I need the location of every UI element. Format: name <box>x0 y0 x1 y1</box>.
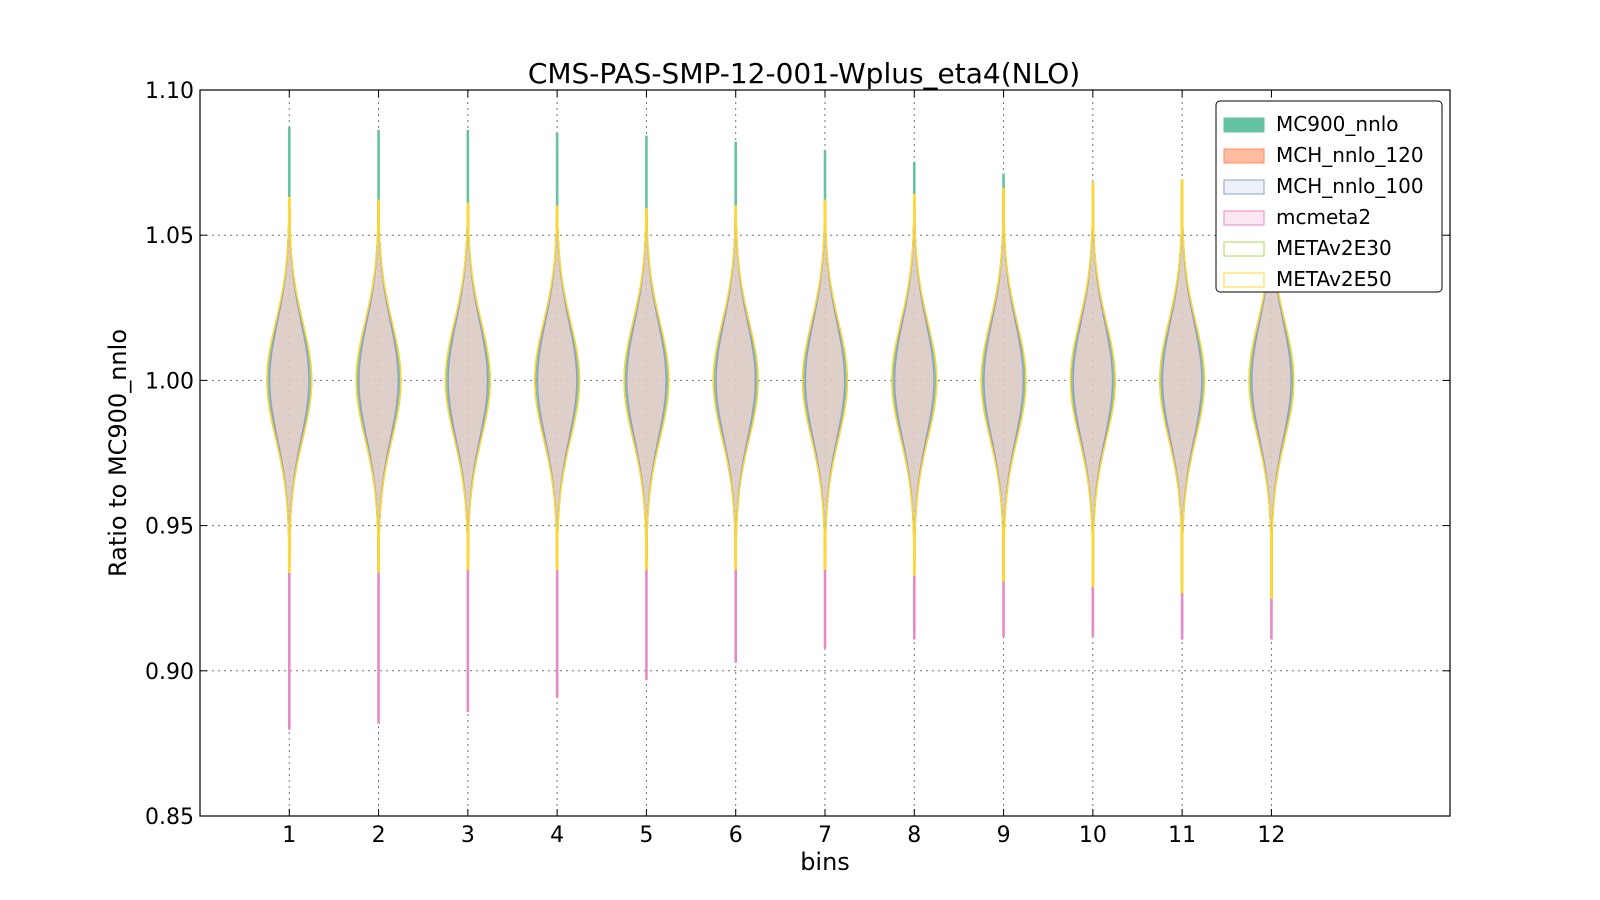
violin-METAv2E50-bin-10 <box>1069 182 1116 588</box>
y-tick-label: 0.90 <box>145 660 194 685</box>
x-axis-title: bins <box>800 848 850 876</box>
x-tick-label: 12 <box>1257 823 1285 848</box>
legend-label-METAv2E50: METAv2E50 <box>1276 267 1392 291</box>
x-tick-label: 6 <box>729 823 743 848</box>
x-tick-label: 10 <box>1079 823 1107 848</box>
legend-swatch-MC900_nnlo <box>1223 117 1265 133</box>
x-tick-label: 8 <box>907 823 921 848</box>
violin-METAv2E50-bin-4 <box>534 205 581 570</box>
violin-METAv2E50-bin-6 <box>712 205 759 570</box>
violin-METAv2E50-bin-8 <box>891 193 938 576</box>
legend-box <box>1215 100 1443 293</box>
violin-METAv2E50-bin-3 <box>444 202 491 570</box>
violin-series-MCH_nnlo_100 <box>268 193 1292 556</box>
x-tick-label: 4 <box>550 823 564 848</box>
legend-label-MCH_nnlo_100: MCH_nnlo_100 <box>1276 174 1424 198</box>
legend-label-METAv2E30: METAv2E30 <box>1276 236 1392 260</box>
legend-label-MCH_nnlo_120: MCH_nnlo_120 <box>1276 143 1424 167</box>
violin-METAv2E50-bin-7 <box>801 199 849 570</box>
legend-label-mcmeta2: mcmeta2 <box>1276 205 1371 229</box>
legend-label-MC900_nnlo: MC900_nnlo <box>1276 112 1399 136</box>
violin-METAv2E50-bin-9 <box>980 188 1027 582</box>
violin-series-METAv2E50 <box>266 176 1295 599</box>
x-tick-label: 2 <box>372 823 386 848</box>
y-tick-label: 1.00 <box>145 369 194 394</box>
chart-title: CMS-PAS-SMP-12-001-Wplus_eta4(NLO) <box>528 57 1080 90</box>
x-tick-label: 9 <box>997 823 1011 848</box>
legend-swatch-MCH_nnlo_100 <box>1223 179 1265 195</box>
legend-swatch-MCH_nnlo_120 <box>1223 148 1265 164</box>
legend-swatch-mcmeta2 <box>1223 210 1265 226</box>
x-tick-label: 11 <box>1168 823 1196 848</box>
violin-METAv2E50-bin-5 <box>623 208 670 570</box>
y-tick-label: 0.95 <box>145 515 194 540</box>
legend: MC900_nnlo MCH_nnlo_120 MCH_nnlo_100mcmeta… <box>1215 100 1443 293</box>
y-tick-label: 1.10 <box>145 79 194 104</box>
violin-METAv2E50-bin-2 <box>355 199 402 573</box>
x-tick-label: 5 <box>639 823 653 848</box>
legend-swatch-METAv2E50 <box>1223 272 1265 288</box>
x-tick-label: 1 <box>282 823 296 848</box>
axis-ticks: 1 2 3 4 5 6 7 8 9 10 11 120.850.900.951.001.051.10 <box>145 79 1450 848</box>
violin-METAv2E50-bin-1 <box>266 196 313 573</box>
y-tick-label: 0.85 <box>145 805 194 830</box>
violin-METAv2E50-bin-11 <box>1159 179 1206 594</box>
x-tick-label: 3 <box>461 823 475 848</box>
x-tick-label: 7 <box>818 823 832 848</box>
y-axis-title: Ratio to MC900_nnlo <box>104 329 132 577</box>
y-tick-label: 1.05 <box>145 224 194 249</box>
violins <box>266 127 1295 730</box>
legend-swatch-METAv2E30 <box>1223 241 1265 257</box>
